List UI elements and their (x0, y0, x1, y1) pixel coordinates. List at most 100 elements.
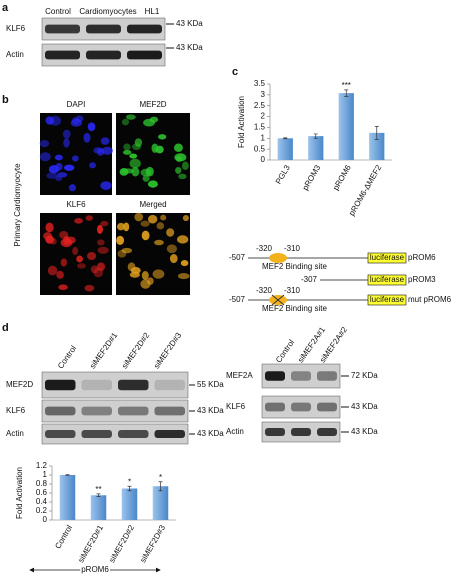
bar (277, 138, 293, 160)
band (265, 428, 285, 436)
bar (121, 488, 138, 520)
band (291, 371, 311, 381)
position-label: -310 (284, 286, 301, 295)
cell (175, 156, 183, 162)
y-axis-label: Fold Activation (15, 467, 24, 519)
bar (369, 132, 385, 160)
blot (41, 399, 189, 423)
error-bar (96, 493, 101, 497)
y-tick-label: 3.5 (254, 79, 266, 88)
x-tick-label: siMEF2D#3 (138, 523, 167, 564)
band (127, 24, 162, 34)
x-tick-label: siMEF2D#2 (107, 523, 136, 564)
cell (121, 118, 130, 126)
size-label: 43 KDa (176, 19, 203, 28)
cell (140, 168, 152, 177)
cell (74, 218, 83, 224)
cell (71, 117, 80, 125)
row-label: Actin (6, 50, 24, 59)
significance: ** (95, 485, 101, 494)
cell (57, 172, 68, 178)
cell (64, 236, 76, 244)
band (154, 379, 185, 391)
y-tick-label: 1 (43, 470, 48, 479)
cell (86, 251, 97, 261)
bar (59, 475, 76, 520)
construct-name: pROM6 (408, 253, 436, 262)
cell (177, 273, 190, 280)
error-bar (65, 474, 70, 476)
row-label: Actin (226, 427, 244, 436)
cell (141, 271, 149, 281)
band (265, 371, 285, 381)
band (86, 24, 121, 34)
cell (75, 115, 84, 123)
lane-label: siMEF2D#3 (152, 331, 184, 371)
panel-label: b (2, 94, 9, 106)
cell (85, 215, 93, 221)
band (291, 402, 311, 412)
cell (125, 114, 136, 120)
cell (134, 138, 143, 147)
band (118, 406, 149, 416)
y-tick-label: 3 (261, 90, 266, 99)
row-label: KLF6 (6, 406, 26, 415)
size-label: 43 KDa (351, 427, 378, 436)
error-bar (374, 125, 379, 140)
band (317, 371, 337, 381)
band (45, 24, 80, 34)
channel-label: KLF6 (66, 200, 86, 209)
binding-site (269, 253, 287, 263)
cell (45, 116, 55, 125)
y-tick-label: 0.8 (36, 479, 48, 488)
band (118, 430, 149, 438)
band (154, 430, 185, 438)
cell (154, 239, 164, 246)
lane-label: siMEF2D#2 (120, 331, 152, 371)
cell (116, 222, 125, 231)
band (81, 406, 112, 416)
construct-name: mut pROM6 (408, 295, 452, 304)
cell (129, 153, 138, 159)
cell (180, 259, 189, 267)
cell (140, 279, 151, 289)
cell (158, 134, 167, 140)
channel-label: DAPI (67, 100, 86, 109)
lane-label: Cardiomyocytes (79, 7, 136, 16)
cell (181, 161, 189, 170)
panel-label: d (2, 322, 9, 334)
row-label: KLF6 (6, 24, 26, 33)
size-label: 43 KDa (176, 43, 203, 52)
row-label: MEF2A (226, 371, 253, 380)
reporter-box (367, 294, 407, 306)
band (45, 379, 76, 391)
band (45, 406, 76, 416)
reporter-label: luciferase (370, 275, 405, 284)
cell (59, 231, 69, 239)
construct-name: pROM3 (408, 275, 436, 284)
position-label: -507 (229, 253, 246, 262)
position-label: -320 (256, 286, 273, 295)
cell (166, 244, 177, 254)
y-tick-label: 1.2 (36, 461, 48, 470)
x-tick-label: pROM3 (301, 163, 323, 192)
cell (48, 165, 59, 174)
x-tick-label: siMEF2D#1 (76, 523, 105, 564)
band (265, 402, 285, 412)
lane-label: Control (56, 344, 78, 370)
cell (117, 249, 127, 258)
lane-label: Control (274, 338, 296, 364)
x-tick-label: pROM6-ΔMEF2 (347, 163, 384, 217)
bar (152, 486, 169, 520)
cell (46, 172, 58, 179)
cell (131, 166, 140, 177)
position-label: -320 (256, 244, 273, 253)
cell (89, 162, 96, 169)
cell (39, 140, 50, 148)
error-bar (158, 481, 163, 492)
band (317, 402, 337, 412)
y-tick-label: 0.6 (36, 488, 48, 497)
cell (97, 239, 105, 246)
cell (84, 284, 95, 292)
position-label: -307 (301, 275, 318, 284)
